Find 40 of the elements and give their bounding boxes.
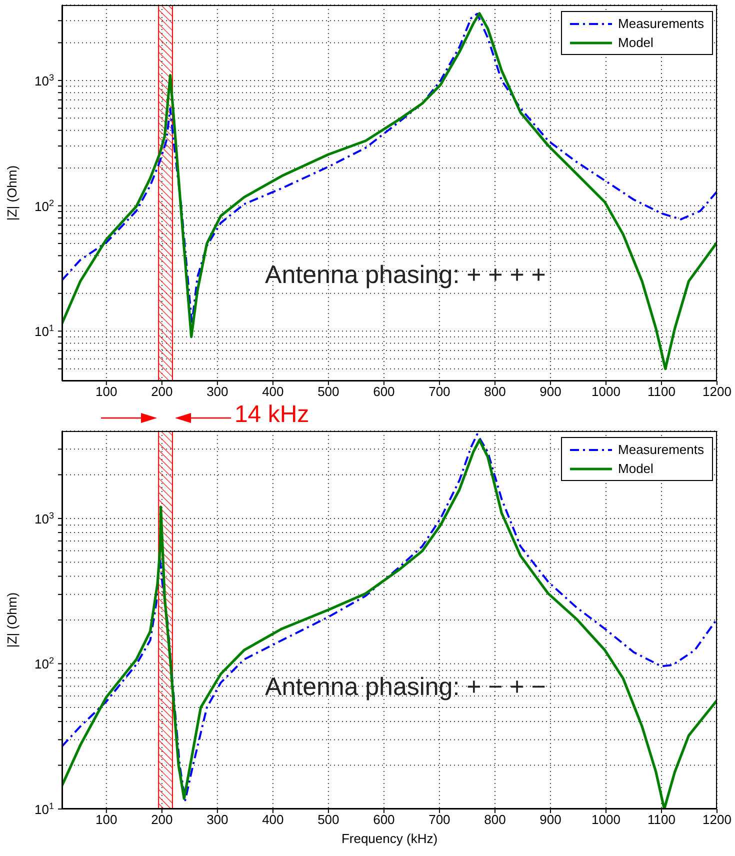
y-tick-label: 10$^{1}$ <box>34 801 54 817</box>
x-tick-label: 200 <box>151 812 173 828</box>
x-tick-label: 400 <box>262 812 284 828</box>
legend-label: Measurements <box>618 16 704 31</box>
x-tick-label: 1100 <box>648 384 676 400</box>
legend-label: Model <box>618 35 654 50</box>
y-tick-label: 10$^{3}$ <box>34 510 54 526</box>
x-tick-label: 1000 <box>592 384 620 400</box>
x-tick-label: 900 <box>540 384 562 400</box>
x-tick-label: 200 <box>151 384 173 400</box>
x-tick-label: 500 <box>318 812 340 828</box>
legend-label: Measurements <box>618 442 704 457</box>
x-tick-label: 100 <box>96 384 118 400</box>
x-tick-label: 100 <box>96 812 118 828</box>
x-tick-label: 600 <box>373 384 395 400</box>
y-axis-title: |Z| (Ohm) <box>4 165 20 221</box>
y-tick-label: 10$^{2}$ <box>34 656 54 672</box>
x-tick-label: 300 <box>206 384 228 400</box>
x-tick-label: 700 <box>428 812 450 828</box>
x-tick-label: 800 <box>484 812 506 828</box>
x-tick-label: 600 <box>373 812 395 828</box>
y-tick-label: 10$^{2}$ <box>34 198 54 214</box>
y-axis-title: |Z| (Ohm) <box>4 592 20 648</box>
annotation: Antenna phasing: + + + + <box>265 260 546 290</box>
x-tick-label: 700 <box>428 384 450 400</box>
x-axis-title: Frequency (kHz) <box>341 831 438 846</box>
x-tick-label: 300 <box>206 812 228 828</box>
y-tick-label: 10$^{1}$ <box>34 323 54 340</box>
x-tick-label: 1100 <box>648 812 676 828</box>
x-tick-label: 500 <box>318 384 340 400</box>
x-tick-label: 800 <box>484 384 506 400</box>
x-tick-label: 1200 <box>702 384 732 400</box>
x-tick-label: 1200 <box>702 812 732 828</box>
text: 14 kHz <box>234 401 310 429</box>
x-tick-label: 900 <box>540 812 562 828</box>
y-tick-label: 10$^{3}$ <box>34 72 54 88</box>
x-tick-label: 400 <box>262 384 284 400</box>
annotation: Antenna phasing: + − + − <box>265 672 546 702</box>
x-tick-label: 1000 <box>592 812 620 828</box>
legend-label: Model <box>618 461 654 476</box>
